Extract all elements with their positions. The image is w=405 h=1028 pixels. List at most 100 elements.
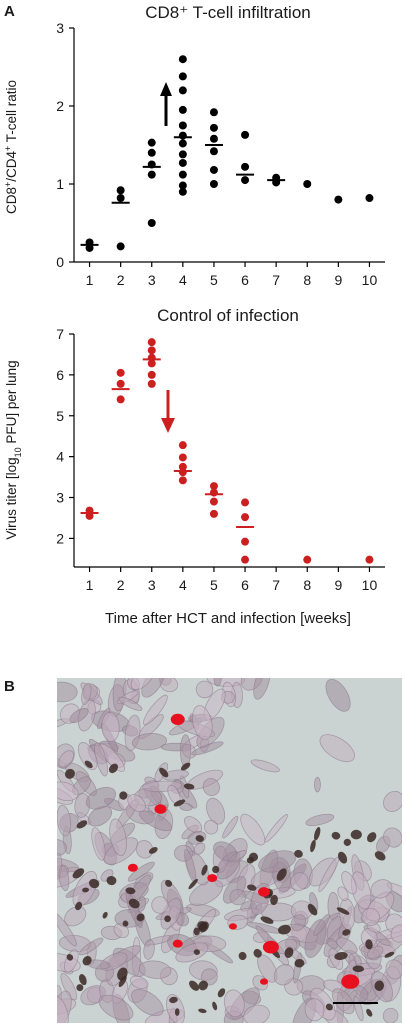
chart1-data-point bbox=[303, 180, 312, 188]
tissue-fragment bbox=[57, 681, 78, 703]
brown-cell bbox=[197, 921, 208, 931]
tissue-fragment bbox=[57, 994, 69, 1023]
tissue-fragment bbox=[243, 1004, 270, 1023]
chart1-data-point bbox=[178, 86, 187, 95]
brown-cell bbox=[276, 868, 287, 881]
chart1-data-point bbox=[178, 72, 187, 81]
tissue-fragment bbox=[336, 937, 358, 954]
chart2-data-point bbox=[209, 497, 218, 506]
tissue-fragment bbox=[91, 827, 106, 861]
chart2-data-point bbox=[178, 453, 187, 462]
brown-cell bbox=[334, 952, 348, 960]
chart2-marks bbox=[80, 338, 374, 564]
brown-cell bbox=[310, 839, 316, 853]
tissue-fragment bbox=[240, 813, 266, 846]
red-cell bbox=[172, 939, 183, 948]
tissue-fragment bbox=[131, 989, 164, 1017]
tissue-fragment bbox=[135, 840, 154, 859]
chart2-data-point bbox=[147, 338, 156, 347]
brown-cell bbox=[238, 951, 247, 961]
brown-cell bbox=[198, 980, 209, 991]
brown-cell bbox=[336, 907, 350, 915]
chart1-data-point bbox=[147, 138, 156, 147]
brown-cell bbox=[169, 996, 178, 1004]
chart1-data-point bbox=[209, 165, 218, 174]
brown-cell bbox=[217, 988, 226, 998]
brown-cell bbox=[247, 884, 257, 891]
brown-cell bbox=[75, 901, 83, 911]
chart2-data-point bbox=[147, 379, 156, 388]
brown-cell bbox=[72, 868, 85, 879]
tissue-fragment bbox=[57, 839, 67, 857]
tissue-fragment bbox=[290, 914, 307, 932]
brown-cell bbox=[193, 949, 201, 955]
chart2-data-point bbox=[178, 476, 187, 485]
brown-cell bbox=[270, 894, 278, 906]
tissue-fragment bbox=[383, 827, 402, 848]
brown-cell bbox=[294, 849, 303, 858]
chart2-data-point bbox=[116, 395, 125, 404]
chart2-data-point bbox=[241, 537, 250, 546]
chart2-x-tick-label: 8 bbox=[303, 577, 311, 593]
chart1-data-point bbox=[178, 131, 187, 140]
chart1-y-tick-label: 0 bbox=[56, 254, 64, 270]
brown-cell bbox=[294, 958, 305, 968]
brown-cell bbox=[365, 939, 373, 950]
brown-cell bbox=[66, 954, 74, 961]
chart1-data-point bbox=[85, 243, 94, 252]
brown-cell bbox=[313, 827, 321, 841]
red-cell bbox=[228, 923, 237, 930]
tissue-fragment bbox=[337, 886, 349, 902]
chart1-data-point bbox=[178, 170, 187, 179]
brown-cell bbox=[173, 799, 186, 807]
chart2-data-point bbox=[365, 555, 374, 564]
chart2-x-tick-label: 6 bbox=[241, 577, 249, 593]
chart1-data-point bbox=[116, 242, 125, 251]
brown-cell bbox=[119, 791, 128, 800]
tissue-fragment bbox=[60, 972, 78, 1001]
brown-cell bbox=[260, 916, 274, 924]
chart1-data-point bbox=[178, 158, 187, 167]
brown-cell bbox=[278, 924, 291, 935]
brown-cell bbox=[367, 832, 377, 843]
chart1-data-point bbox=[241, 176, 250, 185]
chart2-x-tick-label: 5 bbox=[210, 577, 218, 593]
chart1-y-tick-label: 3 bbox=[56, 20, 64, 36]
brown-cell bbox=[82, 955, 92, 966]
brown-cell bbox=[307, 903, 318, 916]
tissue-fragment bbox=[130, 678, 155, 691]
micrograph-brown-cells bbox=[64, 760, 395, 1017]
brown-cell bbox=[198, 1008, 207, 1014]
chart2-y-tick-label: 5 bbox=[56, 408, 64, 424]
brown-cell bbox=[183, 783, 195, 790]
chart2-x-tick-label: 10 bbox=[362, 577, 378, 593]
brown-cell bbox=[82, 887, 89, 893]
chart1-data-point bbox=[147, 148, 156, 157]
tissue-fragment bbox=[175, 942, 209, 963]
chart2-x-tick-label: 4 bbox=[179, 577, 187, 593]
brown-cell bbox=[337, 851, 348, 864]
chart2-data-point bbox=[116, 368, 125, 377]
tissue-fragment bbox=[390, 924, 402, 943]
chart1-x-tick-label: 3 bbox=[148, 272, 156, 288]
tissue-fragment bbox=[179, 802, 193, 811]
tissue-fragment bbox=[223, 989, 245, 1018]
tissue-fragment bbox=[331, 988, 355, 1015]
tissue-fragment bbox=[98, 994, 134, 1021]
brown-cell bbox=[102, 911, 108, 919]
red-cell bbox=[341, 974, 360, 989]
chart2-data-point bbox=[116, 379, 125, 388]
tissue-fragment bbox=[139, 810, 173, 832]
chart2-data-point bbox=[241, 498, 250, 507]
brown-cell bbox=[212, 865, 220, 874]
tissue-fragment bbox=[127, 861, 155, 882]
brown-cell bbox=[88, 878, 100, 889]
chart1-x-tick-label: 7 bbox=[272, 272, 280, 288]
tissue-fragment bbox=[138, 960, 172, 979]
tissue-fragment bbox=[382, 1007, 399, 1023]
tissue-fragment bbox=[81, 682, 92, 705]
chart1-x-tick-label: 2 bbox=[117, 272, 125, 288]
tissue-fragment bbox=[264, 814, 288, 843]
chart1-data-point bbox=[365, 194, 374, 203]
